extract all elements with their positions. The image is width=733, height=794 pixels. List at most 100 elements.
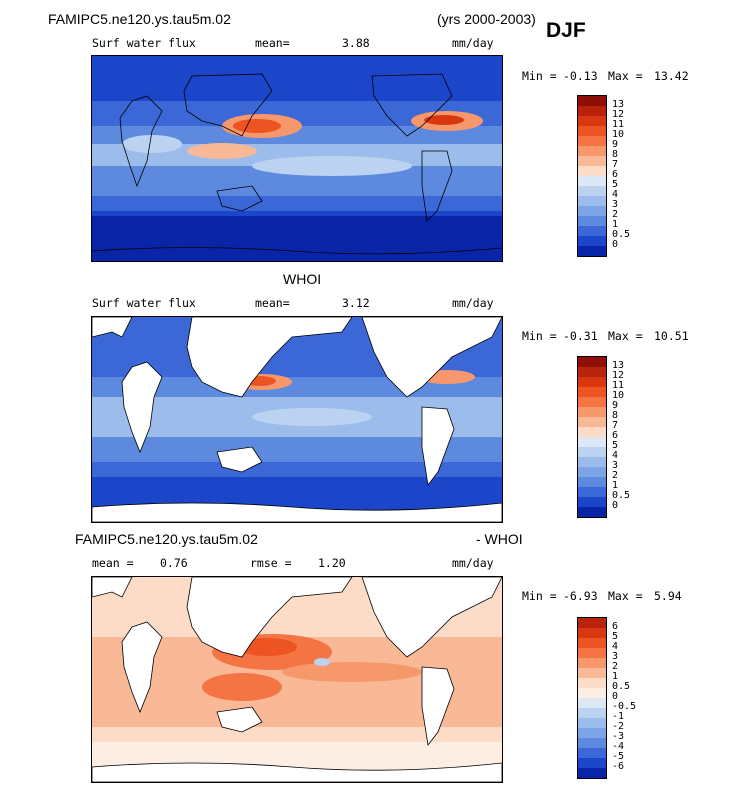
panel2-map: [91, 316, 503, 523]
panel3-colorbar: [577, 617, 607, 779]
panel2-min-value: -0.31: [563, 329, 598, 343]
colorbar-tick-label: 3: [612, 199, 619, 210]
panel3-mean-value: 0.76: [160, 556, 188, 570]
panel2-title: WHOI: [283, 271, 322, 287]
colorbar-segment: [578, 768, 606, 778]
colorbar-tick-label: 2: [612, 661, 619, 672]
panel2-mean-value: 3.12: [342, 296, 370, 310]
colorbar-segment: [578, 688, 606, 698]
colorbar-tick-label: 1: [612, 671, 619, 682]
colorbar-tick-label: 1: [612, 219, 619, 230]
colorbar-tick-label: 12: [612, 109, 625, 120]
colorbar-tick-label: 10: [612, 390, 625, 401]
colorbar-tick-label: 12: [612, 370, 625, 381]
panel3-mean-label: mean =: [92, 556, 134, 570]
colorbar-tick-label: 9: [612, 139, 619, 150]
panel1-max-value: 13.42: [654, 69, 689, 83]
colorbar-tick-label: 2: [612, 209, 619, 220]
colorbar-segment: [578, 738, 606, 748]
panel3-rmse-value: 1.20: [318, 556, 346, 570]
colorbar-tick-label: 0: [612, 691, 619, 702]
panel3-max-label: Max =: [608, 589, 643, 603]
colorbar-segment: [578, 467, 606, 477]
colorbar-segment: [578, 156, 606, 166]
colorbar-segment: [578, 477, 606, 487]
colorbar-tick-label: 0: [612, 239, 619, 250]
colorbar-segment: [578, 236, 606, 246]
colorbar-segment: [578, 507, 606, 517]
years-range: (yrs 2000-2003): [437, 11, 536, 27]
colorbar-segment: [578, 758, 606, 768]
colorbar-segment: [578, 648, 606, 658]
panel3-min-value: -6.93: [563, 589, 598, 603]
panel3-title-left: FAMIPC5.ne120.ys.tau5m.02: [75, 531, 258, 547]
panel1-field-label: Surf water flux: [92, 36, 196, 50]
colorbar-segment: [578, 246, 606, 256]
colorbar-tick-label: 0.5: [612, 681, 631, 692]
colorbar-segment: [578, 367, 606, 377]
colorbar-segment: [578, 126, 606, 136]
colorbar-tick-label: 13: [612, 360, 625, 371]
panel3-rmse-label: rmse =: [250, 556, 292, 570]
panel1-min-label: Min =: [522, 69, 557, 83]
colorbar-segment: [578, 206, 606, 216]
panel3-map: [91, 576, 503, 783]
colorbar-segment: [578, 166, 606, 176]
colorbar-segment: [578, 186, 606, 196]
colorbar-segment: [578, 708, 606, 718]
colorbar-tick-label: 11: [612, 119, 625, 130]
colorbar-segment: [578, 96, 606, 106]
colorbar-tick-label: 8: [612, 410, 619, 421]
colorbar-tick-label: -2: [612, 721, 625, 732]
colorbar-segment: [578, 146, 606, 156]
colorbar-tick-label: -1: [612, 711, 625, 722]
colorbar-tick-label: 4: [612, 189, 619, 200]
panel2-max-value: 10.51: [654, 329, 689, 343]
panel1-max-label: Max =: [608, 69, 643, 83]
colorbar-segment: [578, 628, 606, 638]
colorbar-tick-label: 6: [612, 430, 619, 441]
colorbar-tick-label: 6: [612, 621, 619, 632]
colorbar-tick-label: 6: [612, 169, 619, 180]
colorbar-segment: [578, 638, 606, 648]
colorbar-tick-label: 5: [612, 179, 619, 190]
colorbar-tick-label: 1: [612, 480, 619, 491]
colorbar-tick-label: 3: [612, 651, 619, 662]
colorbar-tick-label: 4: [612, 641, 619, 652]
colorbar-tick-label: 9: [612, 400, 619, 411]
panel2-units: mm/day: [452, 296, 494, 310]
panel3-units: mm/day: [452, 556, 494, 570]
colorbar-tick-label: 8: [612, 149, 619, 160]
colorbar-segment: [578, 437, 606, 447]
colorbar-tick-label: 0: [612, 500, 619, 511]
colorbar-segment: [578, 698, 606, 708]
colorbar-segment: [578, 176, 606, 186]
colorbar-segment: [578, 678, 606, 688]
colorbar-tick-label: 10: [612, 129, 625, 140]
colorbar-tick-label: 5: [612, 440, 619, 451]
colorbar-segment: [578, 136, 606, 146]
colorbar-segment: [578, 387, 606, 397]
colorbar-segment: [578, 397, 606, 407]
colorbar-segment: [578, 417, 606, 427]
colorbar-tick-label: 7: [612, 420, 619, 431]
panel3-max-value: 5.94: [654, 589, 682, 603]
panel3-min-label: Min =: [522, 589, 557, 603]
colorbar-segment: [578, 116, 606, 126]
colorbar-segment: [578, 728, 606, 738]
case-name: FAMIPC5.ne120.ys.tau5m.02: [48, 11, 231, 27]
colorbar-segment: [578, 447, 606, 457]
colorbar-segment: [578, 357, 606, 367]
panel3-title-right: - WHOI: [476, 531, 523, 547]
colorbar-tick-label: 11: [612, 380, 625, 391]
colorbar-tick-label: 13: [612, 99, 625, 110]
colorbar-segment: [578, 106, 606, 116]
panel1-map: [91, 55, 503, 262]
panel1-colorbar: [577, 95, 607, 257]
colorbar-tick-label: -5: [612, 751, 625, 762]
panel2-field-label: Surf water flux: [92, 296, 196, 310]
colorbar-tick-label: -4: [612, 741, 625, 752]
panel1-min-value: -0.13: [563, 69, 598, 83]
colorbar-segment: [578, 748, 606, 758]
colorbar-segment: [578, 457, 606, 467]
